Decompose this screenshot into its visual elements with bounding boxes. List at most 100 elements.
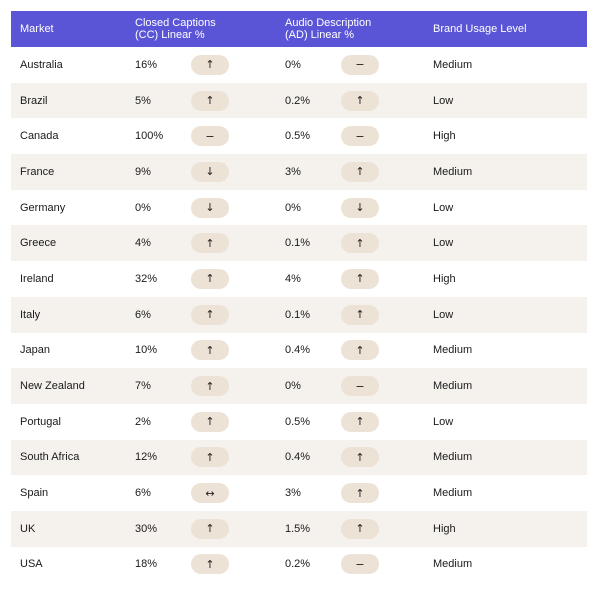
market-cell: Australia xyxy=(11,47,135,83)
market-name: Canada xyxy=(20,130,59,143)
brand-cell: Medium xyxy=(433,47,472,83)
market-name: Brazil xyxy=(20,94,48,107)
cc-trend-icon: ↑ xyxy=(191,340,229,361)
ad-cell: 0.4% ↑ xyxy=(285,333,433,369)
ad-cell: 0.5% ↑ xyxy=(285,404,433,440)
cc-cell: 0% ↓ xyxy=(135,190,285,226)
ad-value: 4% xyxy=(285,272,301,285)
cc-trend-icon: ↑ xyxy=(191,233,229,254)
cc-value: 10% xyxy=(135,344,158,357)
header-ad-line1: Audio Description xyxy=(285,17,372,29)
cc-value: 9% xyxy=(135,165,151,178)
table-row: Italy 6% ↑ 0.1% ↑ Low xyxy=(11,296,587,333)
header-ad-label: Audio Description (AD) Linear % xyxy=(285,17,371,41)
table-row: France 9% ↓ 3% ↑ Medium xyxy=(11,154,587,190)
cc-value: 2% xyxy=(135,415,151,428)
brand-level: Low xyxy=(433,415,454,428)
table-row: Brazil 5% ↑ 0.2% ↑ Low xyxy=(11,82,587,119)
market-cell: UK xyxy=(11,511,135,547)
market-name: Italy xyxy=(20,308,41,321)
ad-value: 0% xyxy=(285,201,301,214)
table-row: Germany 0% ↓ 0% ↓ Low xyxy=(11,190,587,226)
accessibility-table: Market Closed Captions (CC) Linear % Aud… xyxy=(11,11,587,582)
ad-cell: 0.1% ↑ xyxy=(285,225,433,261)
cc-trend-icon: ↑ xyxy=(191,90,229,111)
market-cell: South Africa xyxy=(11,440,135,476)
table-row: USA 18% ↑ 0.2% − Medium xyxy=(11,547,587,583)
ad-trend-icon: − xyxy=(341,376,379,397)
cc-value: 6% xyxy=(135,308,151,321)
market-cell: Brazil xyxy=(11,83,135,119)
cc-cell: 5% ↑ xyxy=(135,83,285,119)
ad-trend-icon: − xyxy=(341,54,379,75)
brand-level: Medium xyxy=(433,165,473,178)
cc-value: 16% xyxy=(135,58,158,71)
header-cc-label: Closed Captions (CC) Linear % xyxy=(135,17,216,41)
market-cell: Portugal xyxy=(11,404,135,440)
ad-cell: 0% − xyxy=(285,47,433,83)
cc-cell: 30% ↑ xyxy=(135,511,285,547)
brand-cell: Low xyxy=(433,225,453,261)
ad-trend-icon: ↑ xyxy=(341,483,379,504)
market-name: USA xyxy=(20,558,43,571)
market-name: Germany xyxy=(20,201,66,214)
market-cell: Canada xyxy=(11,118,135,154)
ad-value: 3% xyxy=(285,487,301,500)
cc-trend-icon: ↑ xyxy=(191,411,229,432)
cc-value: 7% xyxy=(135,380,151,393)
cc-cell: 12% ↑ xyxy=(135,440,285,476)
ad-value: 0.4% xyxy=(285,344,311,357)
cc-trend-icon: − xyxy=(191,126,229,147)
cc-trend-icon: ↑ xyxy=(191,54,229,75)
ad-trend-icon: − xyxy=(341,126,379,147)
ad-cell: 0.2% − xyxy=(285,547,433,583)
brand-cell: Low xyxy=(433,83,453,119)
cc-value: 6% xyxy=(135,487,151,500)
header-brand-label: Brand Usage Level xyxy=(433,23,527,35)
table-row: New Zealand 7% ↑ 0% − Medium xyxy=(11,368,587,404)
market-name: France xyxy=(20,165,55,178)
table-row: Ireland 32% ↑ 4% ↑ High xyxy=(11,261,587,297)
table-row: Spain 6% ↔ 3% ↑ Medium xyxy=(11,475,587,511)
cc-cell: 18% ↑ xyxy=(135,547,285,583)
ad-trend-icon: ↑ xyxy=(341,340,379,361)
ad-value: 0.2% xyxy=(285,94,311,107)
table-row: Portugal 2% ↑ 0.5% ↑ Low xyxy=(11,404,587,440)
brand-level: Medium xyxy=(433,451,473,464)
table-row: South Africa 12% ↑ 0.4% ↑ Medium xyxy=(11,439,587,476)
cc-trend-icon: ↑ xyxy=(191,554,229,575)
ad-cell: 0.5% − xyxy=(285,118,433,154)
ad-value: 1.5% xyxy=(285,522,311,535)
market-cell: Greece xyxy=(11,225,135,261)
ad-trend-icon: ↑ xyxy=(341,90,379,111)
brand-level: High xyxy=(433,522,456,535)
ad-value: 0.1% xyxy=(285,237,311,250)
header-cc-line1: Closed Captions xyxy=(135,17,216,29)
table-row: Japan 10% ↑ 0.4% ↑ Medium xyxy=(11,333,587,369)
market-name: New Zealand xyxy=(20,380,85,393)
header-ad-line2: (AD) Linear % xyxy=(285,29,355,41)
ad-value: 0% xyxy=(285,380,301,393)
ad-value: 0.5% xyxy=(285,415,311,428)
cc-cell: 7% ↑ xyxy=(135,368,285,404)
cc-trend-icon: ↔ xyxy=(191,483,229,504)
brand-level: Low xyxy=(433,308,454,321)
cc-trend-icon: ↑ xyxy=(191,447,229,468)
market-cell: Italy xyxy=(11,297,135,333)
table-row: Canada 100% − 0.5% − High xyxy=(11,118,587,154)
market-cell: New Zealand xyxy=(11,368,135,404)
cc-value: 0% xyxy=(135,201,151,214)
ad-value: 0.2% xyxy=(285,558,311,571)
ad-trend-icon: ↑ xyxy=(341,233,379,254)
ad-cell: 1.5% ↑ xyxy=(285,511,433,547)
market-cell: France xyxy=(11,154,135,190)
ad-cell: 0% ↓ xyxy=(285,190,433,226)
ad-cell: 3% ↑ xyxy=(285,154,433,190)
market-cell: Spain xyxy=(11,475,135,511)
cc-cell: 100% − xyxy=(135,118,285,154)
cc-cell: 10% ↑ xyxy=(135,333,285,369)
brand-level: Medium xyxy=(433,380,473,393)
cc-cell: 16% ↑ xyxy=(135,47,285,83)
brand-cell: Medium xyxy=(433,333,472,369)
header-brand: Brand Usage Level xyxy=(433,11,527,47)
